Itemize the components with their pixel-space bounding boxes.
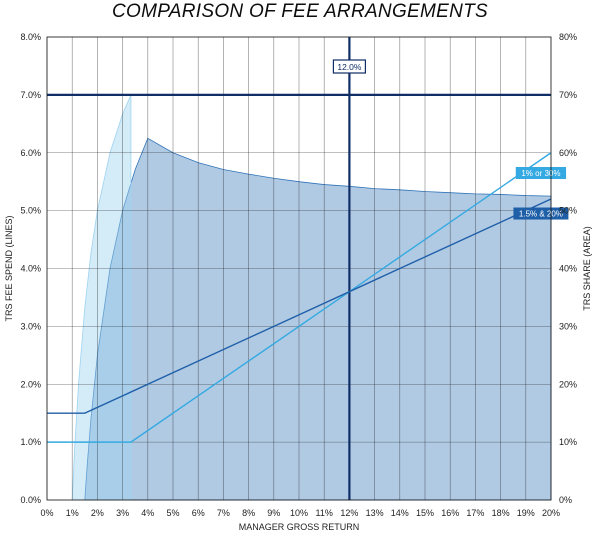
x-tick-label: 16% xyxy=(441,508,459,518)
line-series-1 xyxy=(47,198,552,414)
y-tick-label-right: 20% xyxy=(559,379,577,389)
axes-layer: 0% 1% 2% 3% 4% 5% 6% 7% 8% 9% 10% 11% 12% 13% 14% 15% 16… xyxy=(4,32,592,532)
line-series-0 xyxy=(47,152,552,443)
reference-label: 12.0% xyxy=(337,62,362,72)
x-tick-label: 0% xyxy=(40,508,53,518)
series-label-box-1 xyxy=(513,207,569,220)
x-tick-label: 8% xyxy=(242,508,255,518)
x-tick-label: 5% xyxy=(166,508,179,518)
y-tick-label-right: 50% xyxy=(559,206,577,216)
x-tick-label: 2% xyxy=(91,508,104,518)
series-label-box-0 xyxy=(515,167,567,180)
x-tick-label: 13% xyxy=(366,508,384,518)
x-tick-label: 12% xyxy=(340,508,358,518)
y-tick-label-left: 6.0% xyxy=(20,148,41,158)
y-tick-label-right: 40% xyxy=(559,264,577,274)
area-series-2 xyxy=(84,137,552,501)
x-tick-label: 9% xyxy=(267,508,280,518)
x-tick-label: 11% xyxy=(316,508,333,518)
y-tick-label-left: 8.0% xyxy=(20,32,41,42)
x-tick-label: 7% xyxy=(217,508,230,518)
x-tick-label: 6% xyxy=(192,508,205,518)
y-tick-label-left: 7.0% xyxy=(20,90,41,100)
y-tick-label-left: 1.0% xyxy=(20,437,41,447)
x-tick-label: 14% xyxy=(391,508,409,518)
y-tick-label-right: 0% xyxy=(559,495,572,505)
y-tick-label-right: 60% xyxy=(559,148,577,158)
y-tick-label-right: 70% xyxy=(559,90,577,100)
chart-title: COMPARISON OF FEE ARRANGEMENTS xyxy=(111,1,489,22)
label-layer: 12.0% 1% or 30% 1.5% & 20% xyxy=(332,59,569,220)
x-tick-label: 4% xyxy=(141,508,154,518)
y-tick-label-left: 0.0% xyxy=(20,495,41,505)
y-axis-title-right: TRS SHARE (AREA) xyxy=(582,226,592,311)
x-tick-label: 1% xyxy=(66,508,79,518)
line-layer xyxy=(47,152,552,443)
y-tick-label-left: 5.0% xyxy=(20,206,41,216)
y-tick-label-right: 30% xyxy=(559,321,577,331)
series-label-0: 1% or 30% xyxy=(521,169,560,178)
y-tick-label-left: 3.0% xyxy=(20,321,41,331)
x-tick-label: 19% xyxy=(517,508,535,518)
x-tick-label: 3% xyxy=(116,508,129,518)
x-tick-label: 18% xyxy=(492,508,510,518)
y-axis-title-left: TRS FEE SPEND (LINES) xyxy=(4,215,14,321)
x-tick-label: 20% xyxy=(542,508,560,518)
x-axis-title: MANAGER GROSS RETURN xyxy=(239,522,360,532)
x-tick-label: 15% xyxy=(416,508,434,518)
y-tick-label-left: 2.0% xyxy=(20,379,41,389)
series-label-1: 1.5% & 20% xyxy=(519,210,563,219)
plot-frame xyxy=(46,36,552,501)
reference-label-box xyxy=(332,59,366,74)
reference-layer xyxy=(47,37,551,500)
y-tick-label-left: 4.0% xyxy=(20,264,41,274)
x-tick-label: 17% xyxy=(466,508,484,518)
y-tick-label-right: 80% xyxy=(559,32,577,42)
y-tick-label-right: 10% xyxy=(559,437,577,447)
x-tick-label: 10% xyxy=(290,508,308,518)
grid-layer xyxy=(46,36,552,501)
